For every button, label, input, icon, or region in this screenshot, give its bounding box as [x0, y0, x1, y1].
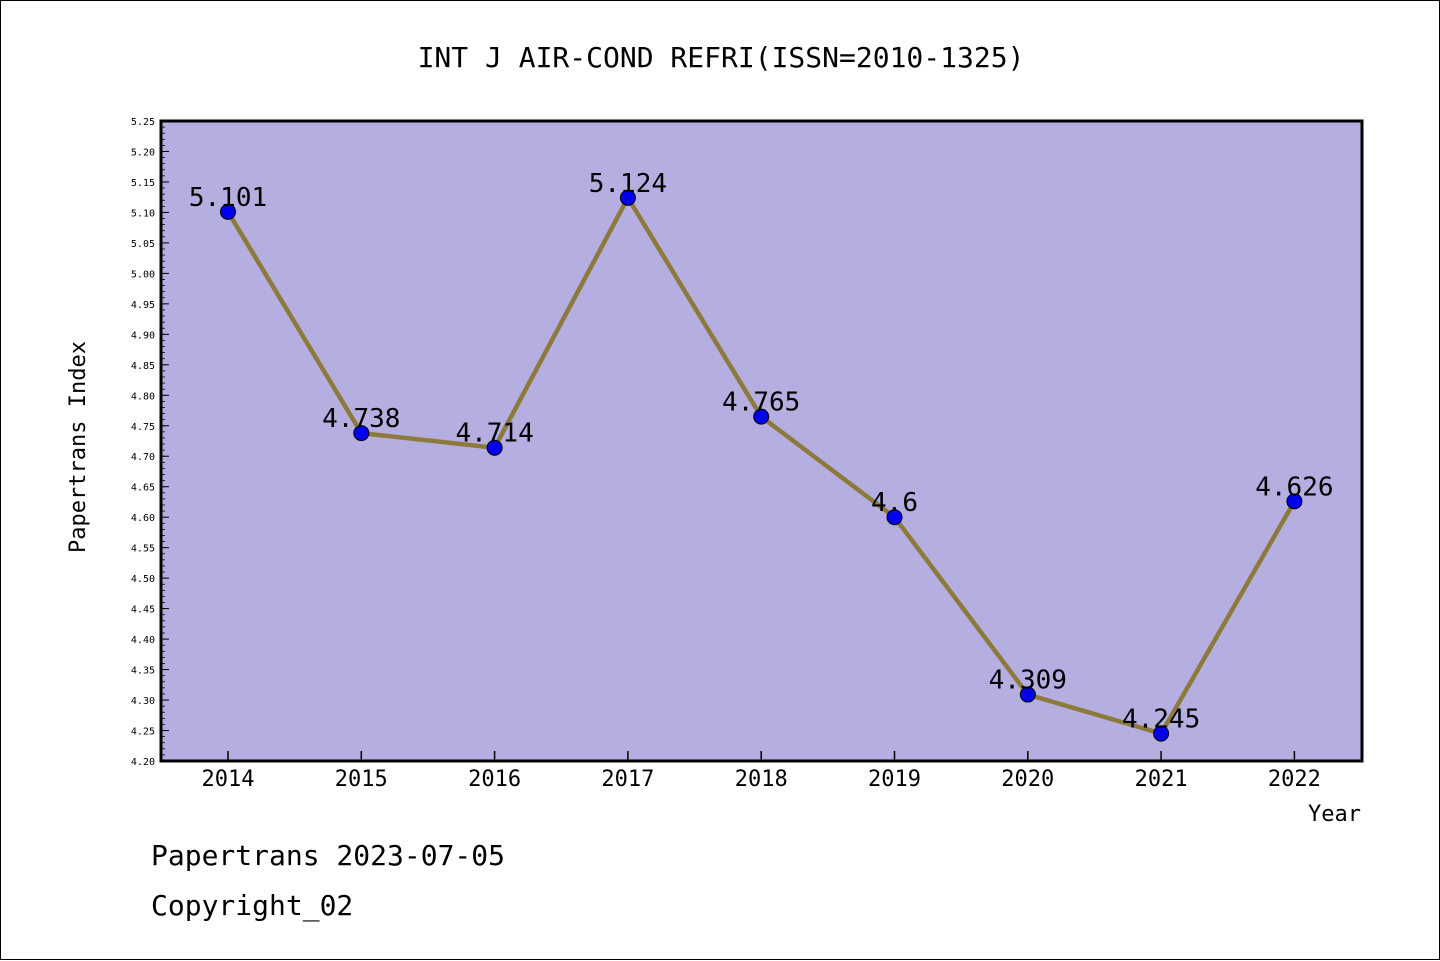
series-markers [220, 189, 1303, 742]
y-axis-label: Papertrans Index [66, 341, 91, 553]
footer-copyright: Copyright_02 [151, 889, 353, 923]
data-point-label: 4.714 [455, 419, 533, 449]
y-tick-label: 4.45 [131, 605, 155, 616]
y-tick-label: 4.35 [131, 666, 155, 677]
y-tick-label: 4.90 [131, 330, 155, 341]
data-point-marker [753, 408, 770, 425]
y-tick-label: 4.75 [131, 422, 155, 433]
x-tick-label: 2018 [735, 767, 788, 792]
data-point-label: 5.101 [189, 183, 267, 213]
plot-area [159, 119, 1364, 763]
y-tick-label: 4.50 [131, 574, 155, 585]
plot-background [159, 119, 1364, 763]
y-tick-label: 4.55 [131, 544, 155, 555]
x-tick-label: 2020 [1001, 767, 1054, 792]
y-tick-label: 5.20 [131, 147, 155, 158]
y-tick-label: 4.85 [131, 361, 155, 372]
y-tick-label: 4.40 [131, 635, 155, 646]
y-tick-label: 4.95 [131, 300, 155, 311]
data-point-label: 5.124 [589, 169, 667, 199]
y-tick-label: 4.65 [131, 483, 155, 494]
data-point-label: 4.765 [722, 388, 800, 418]
data-point-label: 4.626 [1255, 472, 1333, 502]
data-point-marker [886, 509, 903, 526]
data-point-label: 4.738 [322, 404, 400, 434]
x-tick-label: 2022 [1268, 767, 1321, 792]
y-tick-label: 5.15 [131, 178, 155, 189]
x-tick-label: 2017 [601, 767, 654, 792]
y-tick-label: 4.80 [131, 391, 155, 402]
y-tick-label: 4.60 [131, 513, 155, 524]
x-axis-label: Year [1308, 802, 1361, 827]
x-tick-label: 2019 [868, 767, 921, 792]
footer-date: Papertrans 2023-07-05 [151, 839, 505, 872]
data-point-marker [1153, 725, 1170, 742]
y-axis-ticks: 4.20 4.25 4.30 4.35 4.40 4.45 4.50 4.55 4.60 4.65… [131, 117, 169, 768]
y-tick-label: 5.25 [131, 117, 155, 128]
chart-title: INT J AIR-COND REFRI(ISSN=2010-1325) [418, 41, 1025, 74]
y-tick-label: 5.10 [131, 208, 155, 219]
data-point-label: 4.245 [1122, 705, 1200, 735]
x-tick-label: 2014 [202, 767, 255, 792]
y-tick-label: 5.00 [131, 269, 155, 280]
data-labels: 5.101 4.738 4.714 5.124 4.765 4.6 4.309 4.245 4.… [189, 169, 1334, 735]
y-tick-label: 4.30 [131, 696, 155, 707]
x-tick-label: 2016 [468, 767, 521, 792]
x-tick-label: 2015 [335, 767, 388, 792]
data-point-label: 4.309 [989, 666, 1067, 696]
data-point-marker [220, 203, 236, 220]
y-tick-label: 5.05 [131, 239, 155, 250]
y-tick-label: 4.70 [131, 452, 155, 463]
y-tick-label: 4.20 [131, 757, 155, 768]
data-point-marker [619, 189, 636, 206]
data-point-marker [353, 425, 370, 442]
x-tick-label: 2021 [1135, 767, 1188, 792]
x-axis-ticks: 2014 2015 2016 2017 2018 2019 2020 2021 2022 [202, 751, 1321, 792]
data-point-marker [486, 439, 503, 456]
data-point-marker [1019, 686, 1036, 703]
y-tick-label: 4.25 [131, 727, 155, 738]
data-point-label: 4.6 [871, 488, 918, 518]
data-point-marker [1286, 493, 1303, 510]
